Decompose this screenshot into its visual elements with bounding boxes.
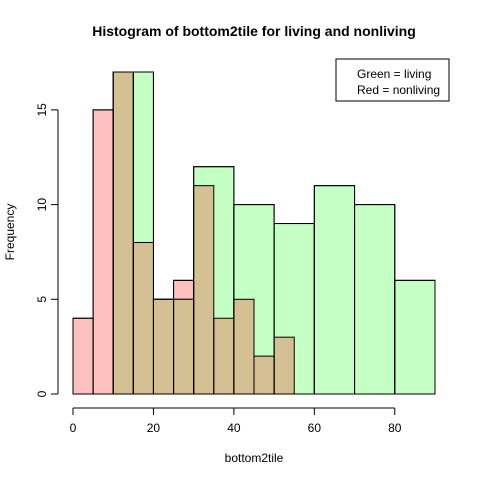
- legend-entry-living: Green = living: [357, 67, 431, 81]
- bar-overlap-8: [274, 337, 295, 394]
- bar-living-9: [394, 279, 436, 395]
- y-tick-label-3: 15: [35, 103, 49, 117]
- y-tick-label-0: 0: [35, 390, 49, 397]
- x-axis-label: bottom2tile: [225, 451, 284, 465]
- bars-layer: [72, 71, 436, 395]
- bar-outline-living-1: [132, 71, 154, 395]
- bar-overlap-5: [213, 318, 234, 394]
- y-axis-label: Frequency: [3, 204, 17, 261]
- x-tick-label-3: 60: [308, 421, 322, 435]
- bar-overlap-1: [133, 242, 154, 394]
- chart-title: Histogram of bottom2tile for living and …: [92, 23, 416, 39]
- x-tick-label-1: 20: [147, 421, 161, 435]
- x-tick-label-4: 80: [388, 421, 402, 435]
- bar-nonliving-1: [92, 109, 114, 395]
- y-tick-label-1: 5: [35, 296, 49, 303]
- legend: Green = living Red = nonliving: [335, 58, 450, 102]
- bar-overlap-3: [173, 299, 194, 394]
- y-tick-label-2: 10: [35, 198, 49, 212]
- bar-overlap-6: [233, 299, 254, 394]
- bar-overlap-4: [193, 185, 214, 394]
- bar-living-8: [354, 204, 396, 395]
- x-tick-label-0: 0: [70, 421, 77, 435]
- bar-overlap-0: [113, 72, 134, 394]
- x-tick-label-2: 40: [227, 421, 241, 435]
- legend-box: [335, 58, 450, 102]
- bar-overlap-7: [254, 356, 275, 394]
- x-axis: 0 20 40 60 80: [70, 407, 402, 435]
- bar-living-7: [313, 185, 356, 395]
- bar-overlap-2: [153, 299, 174, 394]
- legend-entry-nonliving: Red = nonliving: [357, 83, 440, 97]
- bar-nonliving-0: [72, 317, 94, 395]
- bar-outline-living-9: [394, 279, 436, 395]
- y-axis: 0 5 10 15: [35, 103, 59, 397]
